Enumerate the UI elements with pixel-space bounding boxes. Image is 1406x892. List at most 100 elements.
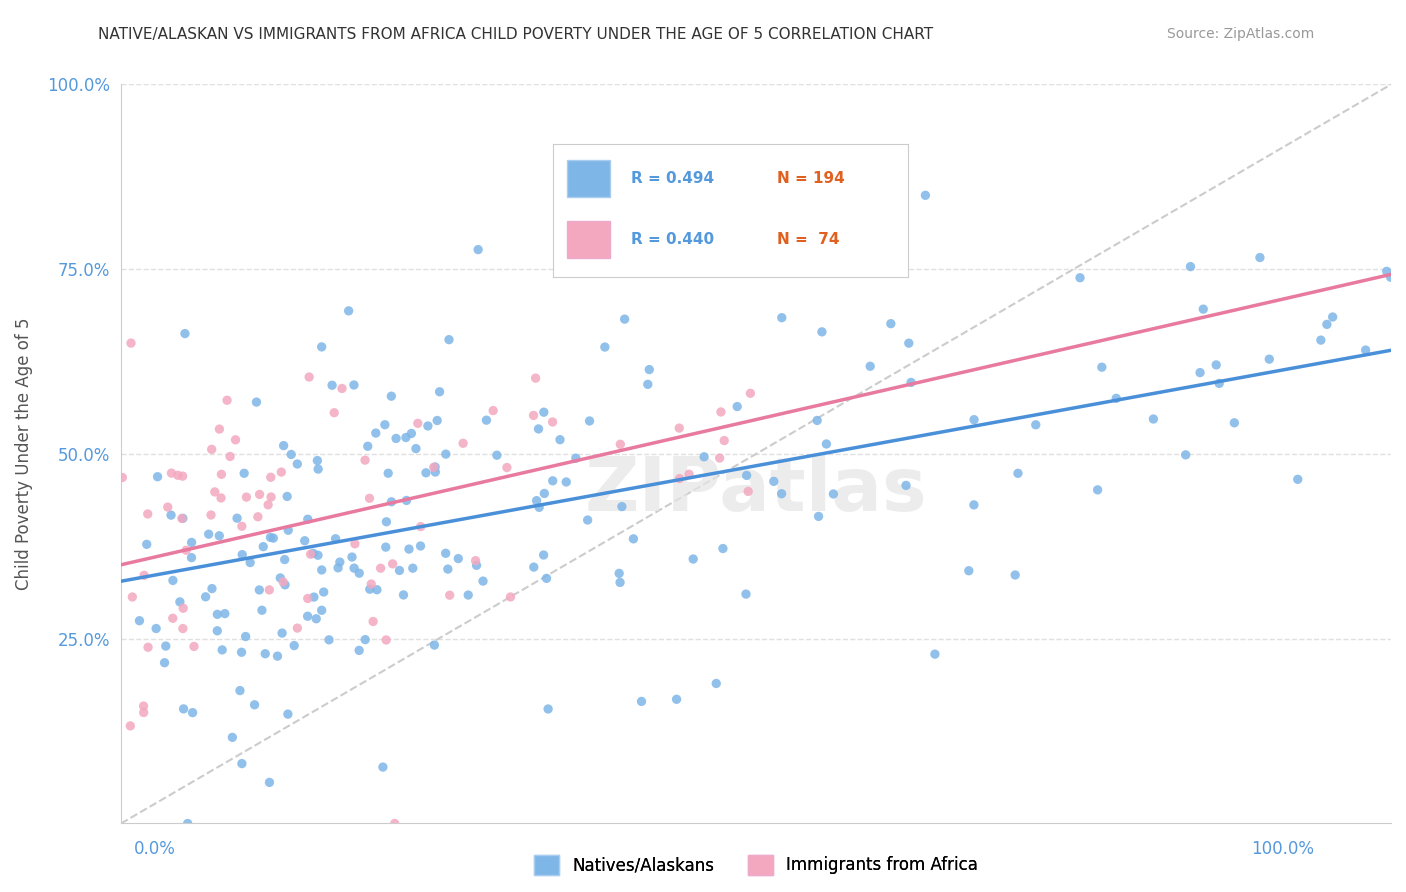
Point [375,632,398,647]
Point [243,698,266,712]
Point [280,447,302,461]
Legend: Natives/Alaskans, Immigrants from Africa: Natives/Alaskans, Immigrants from Africa [527,848,984,881]
Point [285,457,308,471]
Point [623,532,645,546]
Point [693,450,716,464]
Point [173,702,195,716]
Point [894,478,917,492]
Point [260,490,283,504]
Point [815,437,838,451]
Point [135,537,157,551]
Point [548,433,571,447]
Point [260,470,283,484]
Point [201,442,224,457]
Point [451,436,474,450]
Point [245,395,267,409]
Point [957,564,980,578]
Point [326,561,349,575]
Point [392,588,415,602]
Point [214,607,236,621]
Point [270,465,292,479]
Point [770,310,793,325]
Point [361,615,384,629]
Point [249,487,271,501]
Point [811,325,834,339]
Point [156,500,179,514]
Point [553,241,575,255]
Point [541,415,564,429]
Point [359,582,381,597]
Point [354,632,377,647]
Point [208,422,231,436]
Point [247,582,270,597]
Point [467,243,489,257]
Point [1316,318,1339,332]
Point [437,333,460,347]
Point [311,603,333,617]
Point [274,578,297,592]
Point [464,554,486,568]
Point [273,439,295,453]
Point [380,495,402,509]
Point [682,552,704,566]
Point [209,467,232,482]
Point [266,649,288,664]
Point [207,607,229,622]
Point [1249,251,1271,265]
Point [262,531,284,545]
Point [176,816,198,830]
Point [235,630,257,644]
Point [533,405,555,419]
Point [181,706,204,720]
Point [1258,352,1281,367]
Point [145,622,167,636]
Point [121,590,143,604]
Point [423,460,446,475]
Point [536,571,558,585]
Point [613,312,636,326]
Point [914,188,936,202]
Point [160,508,183,522]
Point [880,317,903,331]
Point [194,590,217,604]
Point [235,490,257,504]
Point [395,430,418,444]
Point [541,474,564,488]
Point [111,470,134,484]
Point [231,645,253,659]
Point [1379,270,1402,285]
Point [374,540,396,554]
Point [1025,417,1047,432]
Point [160,466,183,480]
Point [354,453,377,467]
Point [132,568,155,582]
Point [523,560,546,574]
Point [207,624,229,638]
Point [607,566,630,581]
Point [711,541,734,556]
Point [472,574,495,588]
Point [215,393,238,408]
Point [297,512,319,526]
Point [204,484,226,499]
Point [900,376,922,390]
Point [401,426,423,441]
Point [271,626,294,640]
Point [963,412,986,426]
Point [120,336,142,351]
Point [273,552,295,566]
Point [1069,270,1091,285]
Point [136,640,159,655]
Point [610,500,633,514]
Point [425,465,447,479]
Point [447,551,470,566]
Point [323,406,346,420]
Point [637,377,659,392]
Point [395,493,418,508]
Point [665,692,688,706]
Point [174,543,197,558]
Point [678,467,700,482]
Point [381,557,404,571]
Point [343,561,366,575]
Point [409,519,432,533]
